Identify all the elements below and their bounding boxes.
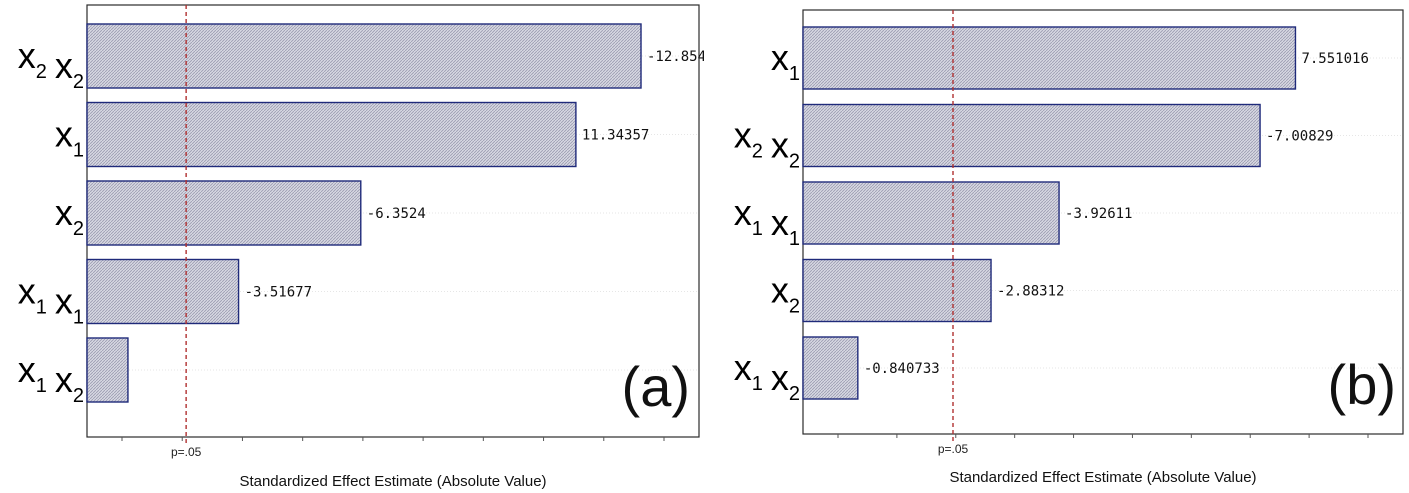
chart-a-category-label: x2 <box>55 192 84 240</box>
pareto-chart-a: -12.8544x2x211.34357x1-6.3524x2-3.51677x… <box>0 0 704 493</box>
chart-b-category-label: x1 x1 <box>734 192 800 250</box>
chart-a-term-var: x <box>55 281 73 322</box>
chart-a-term-var: x <box>55 359 73 400</box>
chart-a-term-subscript: 1 <box>36 375 47 397</box>
chart-b-x-axis-title: Standardized Effect Estimate (Absolute V… <box>949 469 1256 486</box>
chart-b-bar <box>802 26 1297 90</box>
chart-b-category-label: x2 x2 <box>734 115 800 173</box>
chart-b-term-var: x <box>771 270 789 311</box>
chart-a-x-axis-title: Standardized Effect Estimate (Absolute V… <box>239 473 546 490</box>
chart-a-term-subscript: 1 <box>36 297 47 319</box>
chart-a-bar-value-label: -12.8544 <box>647 49 704 65</box>
chart-b-bar <box>802 181 1060 245</box>
chart-a-term-var: x <box>55 114 73 155</box>
chart-a-term-var: x <box>55 45 73 86</box>
chart-b-term-var: x <box>771 37 789 78</box>
chart-a-significance-label: p=.05 <box>171 445 202 459</box>
chart-b-term-var: x <box>734 115 752 156</box>
chart-a-term-subscript: 2 <box>36 61 47 83</box>
chart-b-term-subscript: 2 <box>789 151 800 173</box>
chart-a-term-var: x <box>18 271 36 312</box>
chart-b-term-subscript: 1 <box>789 228 800 250</box>
chart-a-term-var: x <box>18 35 36 76</box>
chart-b-category-label: x2 <box>771 270 800 318</box>
chart-a-panel-tag: (a) <box>622 355 690 418</box>
chart-a-bar <box>86 101 577 168</box>
chart-a-bar-value-label: -3.51677 <box>245 285 312 301</box>
chart-b-bar <box>802 336 859 400</box>
chart-a-term-subscript: 2 <box>73 71 84 93</box>
chart-a-category-label: x2 x2 <box>18 35 84 93</box>
chart-a-term-var: x <box>18 349 36 390</box>
chart-a-bar <box>86 337 129 403</box>
chart-b-category-label: x1 x2 <box>734 347 800 405</box>
chart-a-bar-value-label: 11.34357 <box>582 128 649 144</box>
chart-a-term-subscript: 2 <box>73 218 84 240</box>
chart-a-term-subscript: 2 <box>73 385 84 407</box>
chart-b-significance-label: p=.05 <box>938 442 969 456</box>
chart-a-term-subscript: 1 <box>73 140 84 162</box>
chart-a-term-var: x <box>55 192 73 233</box>
chart-b-term-subscript: 1 <box>752 218 763 240</box>
chart-b-term-var: x <box>734 347 752 388</box>
chart-b-bar-value-label: -2.88312 <box>997 284 1064 300</box>
chart-a-bar <box>86 180 362 246</box>
chart-a-bar <box>86 23 642 89</box>
chart-b-bar-value-label: -0.840733 <box>864 361 940 377</box>
chart-b-term-var: x <box>771 357 789 398</box>
chart-b-term-subscript: 2 <box>789 296 800 318</box>
chart-a-category-label: x1 x2 <box>18 349 84 407</box>
chart-a-term-subscript: 1 <box>73 307 84 329</box>
pareto-chart-a-svg: -12.8544x2x211.34357x1-6.3524x2-3.51677x… <box>18 4 704 490</box>
chart-b-panel-tag: (b) <box>1328 353 1396 416</box>
chart-b-category-label: x1 <box>771 37 800 85</box>
chart-a-bar-value-label: -6.3524 <box>367 206 426 222</box>
chart-b-term-var: x <box>771 202 789 243</box>
chart-b-bar-value-label: -3.92611 <box>1065 206 1132 222</box>
chart-b-bar-value-label: 7.551016 <box>1301 51 1368 67</box>
chart-a-category-label: x1 <box>55 114 84 162</box>
chart-b-term-var: x <box>771 125 789 166</box>
chart-b-bar <box>802 258 992 323</box>
chart-a-category-label: x1 x1 <box>18 271 84 329</box>
pareto-chart-b: 7.551016 x1 -7.00829 x2 x2 -3.92611 x1 x1 -2.883… <box>704 0 1409 493</box>
chart-a-bar <box>86 258 240 325</box>
chart-b-term-subscript: 2 <box>789 383 800 405</box>
chart-b-term-subscript: 2 <box>752 141 763 163</box>
chart-b-bar-value-label: -7.00829 <box>1266 129 1333 145</box>
chart-b-term-subscript: 1 <box>789 63 800 85</box>
chart-b-term-var: x <box>734 192 752 233</box>
chart-b-bar <box>802 103 1261 168</box>
chart-b-term-subscript: 1 <box>752 373 763 395</box>
